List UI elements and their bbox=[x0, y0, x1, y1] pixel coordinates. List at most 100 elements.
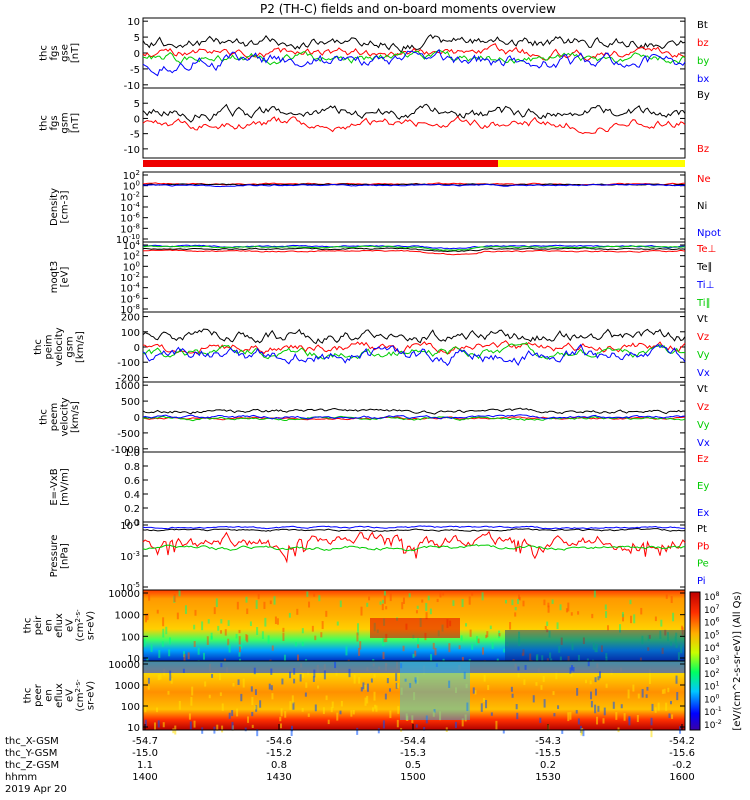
spectrogram-texture bbox=[622, 614, 625, 622]
spectrogram-texture bbox=[170, 678, 173, 684]
spectrogram-texture bbox=[629, 599, 632, 605]
plot-title: P2 (TH-C) fields and on-board moments ov… bbox=[260, 2, 556, 16]
spectrogram-texture bbox=[168, 637, 171, 645]
spectrogram-texture bbox=[576, 687, 579, 696]
spectrogram-texture bbox=[536, 654, 539, 663]
spectrogram-texture bbox=[647, 647, 650, 651]
spectrogram-texture bbox=[373, 691, 376, 701]
spectrogram-texture bbox=[374, 704, 377, 709]
panel-8: 10-1 10-3 10-5 Pressure [nPa] Pt Pb Pe Pi bbox=[49, 519, 710, 594]
spectrogram-texture bbox=[605, 652, 608, 658]
series-line bbox=[142, 115, 686, 135]
spectrogram-texture bbox=[681, 627, 684, 636]
spectrogram-texture bbox=[463, 671, 466, 680]
y-tick-label: 1000 bbox=[115, 611, 140, 622]
spectrogram-texture bbox=[339, 600, 342, 608]
spectrogram-texture bbox=[429, 608, 432, 615]
spectrogram-texture bbox=[406, 715, 409, 721]
spectrogram-texture bbox=[546, 621, 549, 627]
spectrogram-texture bbox=[366, 602, 369, 607]
spectrogram-texture bbox=[360, 606, 363, 616]
y-tick-label: -200 bbox=[117, 373, 140, 384]
spectrogram-texture bbox=[282, 627, 285, 633]
spectrogram-texture bbox=[641, 689, 644, 698]
spectrogram-texture bbox=[632, 684, 635, 692]
y-tick-label: 10 bbox=[127, 654, 140, 665]
legend-entry: by bbox=[697, 56, 709, 67]
y-tick-label: 10-8 bbox=[120, 222, 140, 235]
spectrogram-texture bbox=[162, 617, 165, 627]
series-line bbox=[142, 245, 685, 251]
spectrogram-texture bbox=[178, 700, 181, 710]
spectrogram-texture bbox=[454, 687, 457, 693]
spectrogram-texture bbox=[486, 631, 489, 638]
spectrogram-texture bbox=[597, 676, 600, 681]
x-tick-label: 0.2 bbox=[540, 760, 556, 771]
spectrogram-texture bbox=[297, 654, 300, 663]
spectrogram-texture bbox=[236, 708, 239, 717]
y-tick-label: 100 bbox=[121, 632, 140, 643]
legend-entry: Te⊥ bbox=[696, 244, 716, 255]
spectrogram-texture bbox=[194, 609, 197, 616]
spectrogram-texture bbox=[167, 690, 170, 695]
spectrogram-texture bbox=[321, 621, 324, 630]
legend-entry: Pt bbox=[697, 524, 707, 535]
y-tick-label: 500 bbox=[121, 397, 140, 408]
spectrogram-texture bbox=[362, 682, 365, 690]
spectrogram-texture bbox=[661, 689, 664, 694]
spectrogram-texture bbox=[529, 653, 532, 662]
spectrogram-texture bbox=[270, 685, 273, 691]
spectrogram-texture bbox=[251, 724, 254, 728]
spectrogram-texture bbox=[187, 652, 190, 660]
spectrogram-texture bbox=[489, 625, 492, 630]
spectrogram-texture bbox=[580, 728, 583, 736]
spectrogram-texture bbox=[368, 596, 371, 601]
legend-entry: bx bbox=[697, 74, 709, 85]
spectrogram-texture bbox=[504, 599, 507, 604]
x-tick-label: 1600 bbox=[669, 772, 694, 783]
spectrogram-texture bbox=[594, 704, 597, 714]
spectrogram-texture bbox=[157, 674, 160, 681]
spectrogram-texture bbox=[415, 610, 418, 614]
spectrogram-lowflux bbox=[143, 661, 685, 673]
spectrogram-texture bbox=[600, 645, 603, 653]
x-tick-label: -54.2 bbox=[669, 736, 695, 747]
spectrogram-texture bbox=[317, 685, 320, 689]
y-axis-label: eflux bbox=[54, 683, 65, 708]
spectrogram-texture bbox=[236, 601, 239, 610]
spectrogram-texture bbox=[511, 693, 514, 698]
legend-entry: Ey bbox=[697, 481, 709, 492]
spectrogram-texture bbox=[256, 627, 259, 636]
colorbar-tick-label: 108 bbox=[704, 591, 719, 603]
y-tick-label: 0 bbox=[134, 413, 140, 424]
y-tick-label: 10 bbox=[127, 17, 140, 28]
spectrogram-texture bbox=[413, 692, 416, 701]
spectrogram-texture bbox=[312, 676, 315, 682]
panel-frame bbox=[142, 171, 686, 243]
spectrogram-texture bbox=[366, 695, 369, 704]
spectrogram-texture bbox=[331, 701, 334, 709]
spectrogram-texture bbox=[623, 713, 626, 721]
spectrogram-texture bbox=[641, 635, 644, 645]
spectrogram-texture bbox=[546, 629, 549, 633]
spectrogram-texture bbox=[510, 686, 513, 692]
spectrogram-texture bbox=[217, 625, 220, 631]
colorbar-tick-label: 106 bbox=[704, 617, 719, 629]
colorbar-scale bbox=[689, 591, 701, 731]
spectrogram-texture bbox=[161, 641, 164, 647]
spectrogram-texture bbox=[218, 673, 221, 681]
spectrogram-texture bbox=[227, 638, 230, 646]
spectrogram-texture bbox=[661, 647, 664, 654]
spectrogram-texture bbox=[552, 691, 555, 696]
spectrogram-texture bbox=[535, 682, 538, 686]
spectrogram-texture bbox=[454, 721, 457, 729]
spectrogram-texture bbox=[143, 638, 146, 647]
spectrogram-texture bbox=[605, 656, 608, 665]
spectrogram-texture bbox=[232, 682, 235, 687]
spectrogram-texture bbox=[364, 697, 367, 706]
spectrogram-texture bbox=[532, 695, 535, 703]
spectrogram-texture bbox=[515, 704, 518, 710]
spectrogram-texture bbox=[301, 708, 304, 712]
spectrogram-texture bbox=[325, 610, 328, 617]
